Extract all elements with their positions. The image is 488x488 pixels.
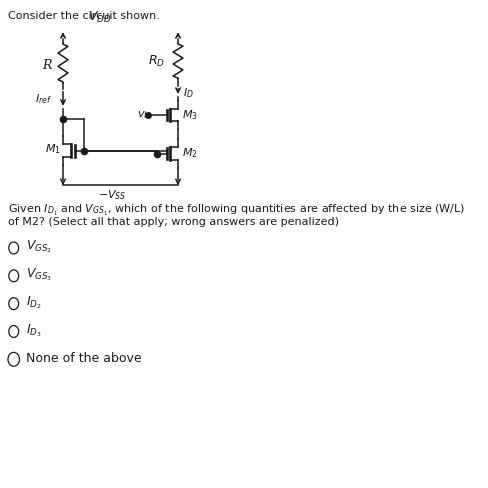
Text: None of the above: None of the above bbox=[26, 352, 142, 365]
Text: $R_D$: $R_D$ bbox=[147, 54, 164, 69]
Text: Consider the circuit shown.: Consider the circuit shown. bbox=[8, 11, 160, 21]
Text: $I_{D_2}$: $I_{D_2}$ bbox=[26, 294, 41, 311]
Text: of M2? (Select all that apply; wrong answers are penalized): of M2? (Select all that apply; wrong ans… bbox=[8, 217, 338, 227]
Text: $-V_{SS}$: $-V_{SS}$ bbox=[98, 188, 126, 202]
Text: $I_{ref}$: $I_{ref}$ bbox=[35, 92, 51, 106]
Text: $V_{DD}$: $V_{DD}$ bbox=[87, 10, 111, 25]
Text: $I_D$: $I_D$ bbox=[183, 86, 193, 100]
Text: $M_1$: $M_1$ bbox=[44, 142, 61, 156]
Text: R: R bbox=[42, 59, 51, 72]
Text: $I_{D_3}$: $I_{D_3}$ bbox=[26, 322, 41, 339]
Text: $M_3$: $M_3$ bbox=[182, 108, 198, 122]
Text: $V_{GS_2}$: $V_{GS_2}$ bbox=[26, 239, 52, 255]
Text: $V_{GS_3}$: $V_{GS_3}$ bbox=[26, 266, 52, 283]
Text: Given $I_{D_1}$ and $V_{GS_1}$, which of the following quantities are affected b: Given $I_{D_1}$ and $V_{GS_1}$, which of… bbox=[8, 203, 464, 218]
Text: $M_2$: $M_2$ bbox=[182, 146, 198, 161]
Text: $v_t$: $v_t$ bbox=[136, 109, 148, 121]
